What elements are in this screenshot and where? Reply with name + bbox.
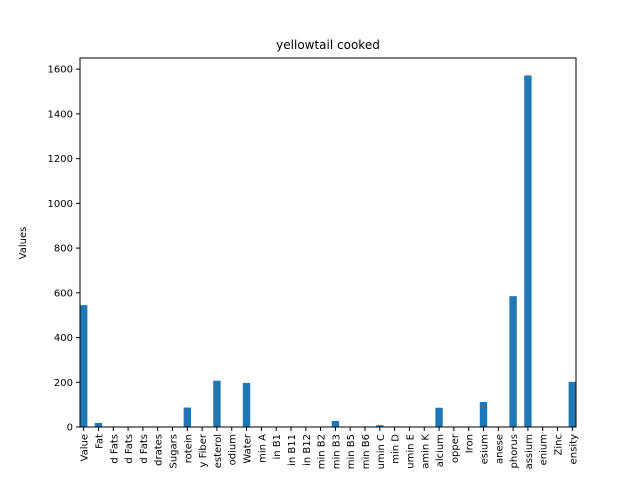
bars-group [79,75,577,427]
y-tick-label: 200 [54,378,73,389]
y-tick-label: 1000 [48,199,73,210]
x-tick-label: umin E [405,434,416,469]
y-tick-label: 1200 [48,154,73,165]
bar [435,407,443,427]
x-tick-label: enium [539,434,550,465]
x-tick-label: min B3 [331,434,342,469]
x-tick-label: Iron [465,434,476,453]
x-tick-label: d Fats [139,434,150,464]
x-tick-label: anese [494,434,505,464]
y-axis-label: Values [18,227,29,260]
bar [94,422,103,427]
x-tick-label: opper [450,433,461,463]
y-tick-label: 1600 [48,65,73,76]
x-tick-label: min A [257,434,268,463]
x-tick-label: drates [154,434,165,466]
x-tick-label: in B12 [302,434,313,466]
bar [376,425,384,427]
bar [331,420,340,427]
x-tick-label: alcium [435,434,446,467]
y-tick-label: 600 [54,288,73,299]
x-tick-label: Sugars [169,434,180,468]
bar [568,381,577,427]
x-tick-label: umin C [376,434,387,469]
x-tick-label: Value [80,434,91,461]
plot-area-frame [79,57,577,428]
y-tick-label: 1400 [48,109,73,120]
x-axis: Value Fat d Fats d Fats d Fats drates Sugars ro… [80,427,579,469]
x-tick-label: esium [479,434,490,464]
y-tick-label: 0 [67,423,73,434]
y-tick-label: 400 [54,333,73,344]
bar [242,382,251,427]
y-axis: 0 200 400 600 800 1000 1200 1400 1600 [48,65,80,434]
x-tick-label: d Fats [109,434,120,464]
bar [213,380,221,427]
x-tick-label: in B11 [287,434,298,466]
x-tick-label: esterol [213,434,224,468]
x-tick-label: min B6 [361,434,372,469]
x-tick-label: odium [228,434,239,465]
bar [479,401,488,427]
x-tick-label: rotein [183,434,194,463]
x-tick-label: y Fiber [198,433,209,467]
x-tick-label: Water [243,433,254,463]
x-tick-label: min D [391,434,402,464]
bar [79,305,88,427]
x-tick-label: Zinc [554,434,565,455]
y-tick-label: 800 [54,244,73,255]
x-tick-label: phorus [509,434,520,468]
bar [509,296,517,427]
x-tick-label: assium [524,434,535,469]
bar [183,407,192,427]
x-tick-label: amin K [420,434,431,469]
x-tick-label: in B1 [272,434,283,460]
x-tick-label: ensity [568,434,579,464]
x-tick-label: min B5 [346,434,357,469]
chart-title: yellowtail cooked [276,38,380,52]
x-tick-label: d Fats [124,434,135,464]
x-tick-label: min B2 [317,434,328,469]
bar [524,75,532,427]
x-tick-label: Fat [94,434,105,449]
